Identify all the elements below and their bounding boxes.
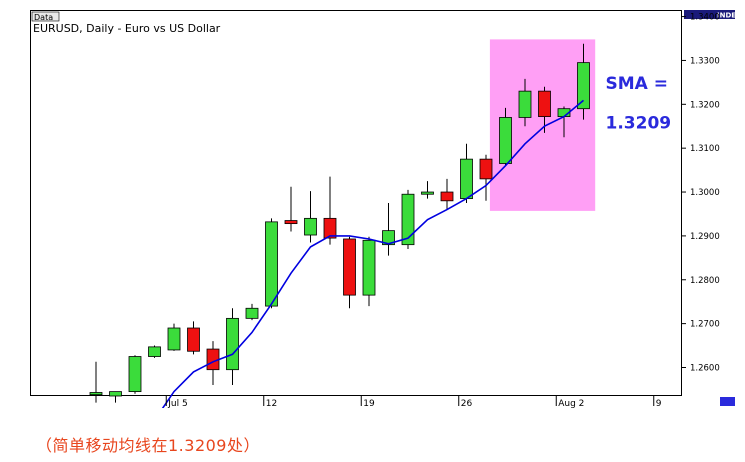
candle-body xyxy=(148,346,161,357)
candle-body xyxy=(460,158,473,200)
sma-annotation-label: SMA = xyxy=(606,74,668,94)
candle-body xyxy=(226,317,239,371)
candle-body xyxy=(518,90,532,118)
candle-body xyxy=(538,90,551,117)
x-tick-label: 9 xyxy=(656,399,662,408)
candle xyxy=(577,43,590,120)
candle xyxy=(148,345,161,358)
y-tick-label: 1.2900 xyxy=(690,232,720,242)
candle xyxy=(538,86,551,133)
chart-title: EURUSD, Daily - Euro vs US Dollar xyxy=(33,22,221,35)
candle xyxy=(362,236,376,307)
candle-body xyxy=(421,191,434,195)
data-tag-box xyxy=(31,11,60,22)
candle xyxy=(167,323,181,351)
candle-body xyxy=(89,392,103,396)
candle xyxy=(109,391,122,403)
x-tick-label: 26 xyxy=(461,399,473,408)
candle xyxy=(206,341,220,386)
candle-body xyxy=(343,238,356,296)
index-header: INDEX xyxy=(717,12,735,20)
candle-body xyxy=(440,191,454,202)
candle xyxy=(245,303,259,321)
index-header-box xyxy=(684,10,735,19)
sma-annotation-value: 1.3209 xyxy=(606,113,672,133)
y-tick-label: 1.3200 xyxy=(690,100,720,110)
candle-body xyxy=(479,158,493,180)
y-tick-label: 1.3100 xyxy=(690,144,720,154)
candle-body xyxy=(265,221,278,307)
candle-body xyxy=(499,117,512,164)
candle xyxy=(128,355,142,394)
sma-line xyxy=(153,99,585,421)
candle-body xyxy=(284,220,298,225)
candle xyxy=(499,107,512,166)
y-tick-label: 1.2600 xyxy=(690,363,720,373)
chart-svg: Data EURUSD, Daily - Euro vs US Dollar I… xyxy=(30,10,742,421)
x-tick-label: 12 xyxy=(266,399,277,408)
candle-body xyxy=(128,356,142,393)
candle-body xyxy=(577,62,590,110)
candle-body xyxy=(304,217,317,236)
y-tick-label: 1.3400 xyxy=(690,13,720,23)
candle-body xyxy=(109,391,122,397)
chart-caption: （简单移动均线在1.3209处） xyxy=(36,436,260,455)
candle xyxy=(343,236,356,309)
candle xyxy=(421,181,434,199)
scale-toggle-button[interactable] xyxy=(720,397,742,406)
x-tick-label: Jul 5 xyxy=(167,399,187,408)
candle xyxy=(304,191,317,243)
x-tick-label: 19 xyxy=(363,399,375,408)
candle-body xyxy=(187,327,200,352)
candle-body xyxy=(167,327,181,351)
candle-body xyxy=(362,239,376,296)
candle-body xyxy=(382,230,395,246)
candle xyxy=(323,176,337,245)
candle xyxy=(265,218,278,309)
candle-body xyxy=(245,307,259,319)
candle xyxy=(284,186,298,232)
candle xyxy=(518,78,532,127)
candlestick-chart: Data EURUSD, Daily - Euro vs US Dollar I… xyxy=(30,10,742,421)
candle-body xyxy=(323,217,337,239)
candle xyxy=(89,361,103,403)
candle xyxy=(382,203,395,256)
data-tag: Data xyxy=(34,13,53,22)
candle xyxy=(401,189,415,250)
candle xyxy=(226,308,239,386)
candle xyxy=(479,154,493,201)
y-tick-label: 1.3300 xyxy=(690,56,720,66)
x-tick-label: Aug 2 xyxy=(558,399,584,408)
y-tick-label: 1.3000 xyxy=(690,188,720,198)
y-tick-label: 1.2800 xyxy=(690,276,720,286)
candle xyxy=(440,178,454,210)
candle xyxy=(187,321,200,355)
y-tick-label: 1.2700 xyxy=(690,320,720,330)
candle-body xyxy=(401,193,415,246)
